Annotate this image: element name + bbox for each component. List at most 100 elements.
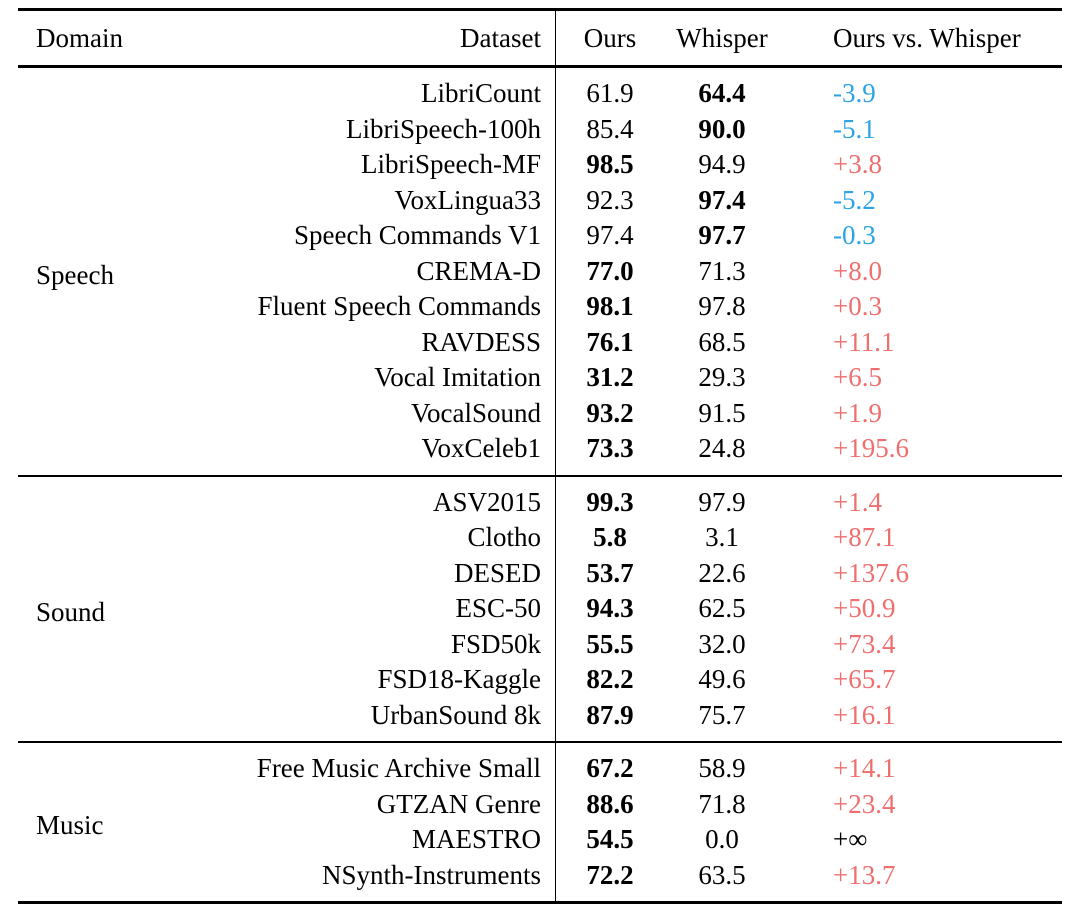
- whisper-score: 97.4: [698, 184, 746, 215]
- table-row: Clotho 5.8 3.1 +87.1: [18, 520, 1062, 556]
- table-row: ESC-50 94.3 62.5 +50.9: [18, 591, 1062, 627]
- whisper-score: 68.5: [698, 326, 746, 357]
- dataset-name: MAESTRO: [411, 824, 541, 854]
- domain-label: Music: [36, 810, 104, 841]
- ours-score: 98.5: [555, 147, 664, 183]
- table-row: GTZAN Genre 88.6 71.8 +23.4: [18, 786, 1062, 822]
- dataset-name: FSD18-Kaggle: [377, 664, 542, 694]
- whisper-score: 49.6: [698, 664, 746, 694]
- diff-value: +13.7: [833, 859, 896, 890]
- dataset-name: NSynth-Instruments: [322, 859, 541, 890]
- whisper-score: 97.8: [698, 291, 746, 321]
- ours-score: 87.9: [555, 697, 664, 742]
- ours-score: 67.2: [555, 742, 664, 787]
- whisper-score: 0.0: [705, 824, 739, 854]
- section-speech: Speech LibriCount 61.9 64.4 -3.9 LibriSpeech-…: [18, 66, 1062, 476]
- section-sound: Sound ASV2015 99.3 97.9 +1.4 Clotho 5.8 3.1 +87.…: [18, 475, 1062, 742]
- domain-label: Speech: [36, 259, 114, 290]
- ours-score: 76.1: [555, 324, 664, 360]
- table-row: FSD18-Kaggle 82.2 49.6 +65.7: [18, 662, 1062, 698]
- domain-label: Sound: [36, 597, 106, 627]
- dataset-name: FSD50k: [450, 628, 541, 659]
- table-row: Sound ASV2015 99.3 97.9 +1.4: [18, 475, 1062, 627]
- whisper-score: 64.4: [698, 78, 746, 108]
- diff-value: +73.4: [833, 628, 896, 659]
- dataset-name: ESC-50: [455, 593, 541, 623]
- dataset-name: DESED: [454, 557, 541, 588]
- whisper-score: 97.9: [698, 486, 746, 517]
- col-header-domain: Domain: [36, 22, 123, 53]
- whisper-score: 58.9: [698, 753, 746, 783]
- header-row: Domain Dataset Ours Whisper Ours vs. Whi…: [18, 9, 1062, 67]
- dataset-name: VocalSound: [410, 397, 541, 428]
- ours-score: 77.0: [555, 253, 664, 289]
- dataset-name: Fluent Speech Commands: [257, 291, 541, 321]
- diff-value: -5.2: [833, 184, 876, 215]
- table-row: Fluent Speech Commands 98.1 97.8 +0.3: [18, 289, 1062, 325]
- table-row: LibriSpeech-MF 98.5 94.9 +3.8: [18, 147, 1062, 183]
- diff-value: +16.1: [833, 699, 896, 730]
- whisper-score: 63.5: [698, 859, 746, 890]
- diff-value: +1.9: [833, 397, 882, 428]
- diff-value: +∞: [833, 824, 868, 854]
- ours-score: 54.5: [555, 822, 664, 858]
- ours-score: 61.9: [555, 66, 664, 112]
- table-row: Speech LibriCount 61.9 64.4 -3.9: [18, 66, 1062, 290]
- dataset-name: UrbanSound 8k: [370, 699, 541, 730]
- whisper-score: 71.8: [698, 788, 746, 819]
- diff-value: +8.0: [833, 255, 882, 286]
- ours-score: 88.6: [555, 786, 664, 822]
- results-table: Domain Dataset Ours Whisper Ours vs. Whi…: [18, 8, 1062, 904]
- diff-value: +6.5: [833, 362, 882, 392]
- diff-value: +50.9: [833, 593, 896, 623]
- table-row: DESED 53.7 22.6 +137.6: [18, 555, 1062, 591]
- diff-value: -3.9: [833, 78, 876, 108]
- dataset-name: VoxCeleb1: [421, 433, 542, 463]
- ours-score: 82.2: [555, 662, 664, 698]
- table-row: UrbanSound 8k 87.9 75.7 +16.1: [18, 697, 1062, 742]
- diff-value: -5.1: [833, 113, 876, 144]
- ours-score: 99.3: [555, 475, 664, 520]
- dataset-name: Clotho: [467, 522, 541, 552]
- table-header: Domain Dataset Ours Whisper Ours vs. Whi…: [18, 9, 1062, 67]
- dataset-name: ASV2015: [432, 486, 541, 517]
- ours-score: 85.4: [555, 111, 664, 147]
- col-header-ours-vs-whisper: Ours vs. Whisper: [833, 22, 1021, 53]
- diff-value: +65.7: [833, 664, 896, 694]
- dataset-name: CREMA-D: [416, 255, 541, 286]
- ours-score: 97.4: [555, 218, 664, 254]
- whisper-score: 29.3: [698, 362, 746, 392]
- ours-score: 73.3: [555, 431, 664, 476]
- diff-value: +3.8: [833, 149, 882, 179]
- diff-value: +1.4: [833, 486, 882, 517]
- diff-value: +195.6: [833, 433, 909, 463]
- table-row: MAESTRO 54.5 0.0 +∞: [18, 822, 1062, 858]
- dataset-name: Vocal Imitation: [374, 362, 541, 392]
- whisper-score: 90.0: [698, 113, 746, 144]
- ours-score: 92.3: [555, 182, 664, 218]
- table-row: VocalSound 93.2 91.5 +1.9: [18, 395, 1062, 431]
- whisper-score: 97.7: [698, 220, 746, 250]
- table-row: Speech Commands V1 97.4 97.7 -0.3: [18, 218, 1062, 254]
- ours-score: 5.8: [555, 520, 664, 556]
- table-row: Music Free Music Archive Small 67.2 58.9 +14…: [18, 742, 1062, 840]
- ours-score: 31.2: [555, 360, 664, 396]
- table-row: Vocal Imitation 31.2 29.3 +6.5: [18, 360, 1062, 396]
- ours-score: 93.2: [555, 395, 664, 431]
- diff-value: +137.6: [833, 557, 909, 588]
- whisper-score: 62.5: [698, 593, 746, 623]
- dataset-name: Speech Commands V1: [294, 220, 541, 250]
- table-row: LibriSpeech-100h 85.4 90.0 -5.1: [18, 111, 1062, 147]
- whisper-score: 71.3: [698, 255, 746, 286]
- whisper-score: 94.9: [698, 149, 746, 179]
- dataset-name: VoxLingua33: [394, 184, 542, 215]
- dataset-name: LibriSpeech-MF: [361, 149, 541, 179]
- col-header-whisper: Whisper: [676, 22, 768, 53]
- diff-value: +14.1: [833, 753, 896, 783]
- ours-score: 94.3: [555, 591, 664, 627]
- table-row: RAVDESS 76.1 68.5 +11.1: [18, 324, 1062, 360]
- whisper-score: 75.7: [698, 699, 746, 730]
- col-header-dataset: Dataset: [460, 22, 541, 53]
- table-row: VoxCeleb1 73.3 24.8 +195.6: [18, 431, 1062, 476]
